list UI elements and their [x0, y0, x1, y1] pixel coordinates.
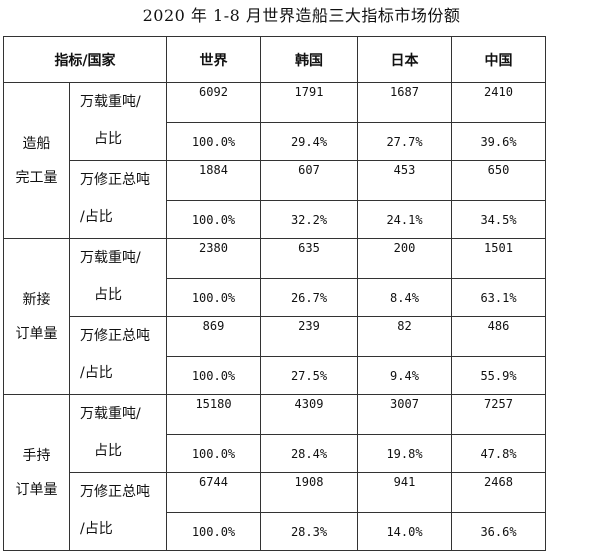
- share-cell: 39.6%: [451, 122, 546, 161]
- metric-label-line: 万载重吨/: [80, 406, 141, 422]
- share-cell: 100.0%: [166, 512, 261, 551]
- table-row: 万修正总吨/占比 1884 607 453 650: [4, 160, 546, 239]
- metric-label-line: 占比: [94, 131, 122, 147]
- group-label: 造船 完工量: [3, 82, 70, 239]
- share-cell: 47.8%: [451, 434, 546, 473]
- share-cell: 8.4%: [357, 278, 452, 317]
- value-cell: 7257: [451, 394, 546, 435]
- share-cell: 9.4%: [357, 356, 452, 395]
- metric-label: 万载重吨/占比: [69, 394, 167, 473]
- group-label-line: 手持: [22, 447, 51, 464]
- value-cell: 635: [260, 238, 358, 279]
- share-cell: 100.0%: [166, 278, 261, 317]
- share-cell: 55.9%: [451, 356, 546, 395]
- metric-label: 万载重吨/占比: [69, 238, 167, 317]
- table-row: 100.0% 28.4% 19.8% 47.8%: [4, 434, 546, 473]
- col-header-world: 世界: [166, 36, 261, 83]
- share-cell: 100.0%: [166, 356, 261, 395]
- metric-label: 万修正总吨/占比: [69, 472, 167, 551]
- value-cell: 6092: [166, 82, 261, 123]
- metric-label-line: 万修正总吨: [80, 172, 150, 188]
- metric-label-line: /占比: [80, 365, 113, 381]
- group-label-line: 订单量: [15, 481, 58, 498]
- col-header-japan: 日本: [357, 36, 452, 83]
- share-cell: 34.5%: [451, 200, 546, 239]
- metric-label: 万修正总吨/占比: [69, 160, 167, 239]
- metric-label-line: /占比: [80, 521, 113, 537]
- value-cell: 453: [357, 160, 452, 201]
- share-cell: 29.4%: [260, 122, 358, 161]
- table-row: 100.0% 27.5% 9.4% 55.9%: [4, 356, 546, 395]
- table-row: 100.0% 28.3% 14.0% 36.6%: [4, 512, 546, 551]
- value-cell: 1884: [166, 160, 261, 201]
- metric-label-line: 万载重吨/: [80, 250, 141, 266]
- value-cell: 1501: [451, 238, 546, 279]
- group-label: 新接 订单量: [3, 238, 70, 395]
- table-row: 100.0% 32.2% 24.1% 34.5%: [4, 200, 546, 239]
- share-cell: 19.8%: [357, 434, 452, 473]
- table-body: 造船 完工量 万载重吨/占比 6092 1791 1687 2410 100.0% 29.4% 2…: [3, 82, 546, 551]
- metric-label-line: 占比: [94, 287, 122, 303]
- value-cell: 650: [451, 160, 546, 201]
- group-label-line: 造船: [22, 135, 51, 152]
- share-cell: 27.5%: [260, 356, 358, 395]
- metric-label-line: 万修正总吨: [80, 328, 150, 344]
- group-label: 手持 订单量: [3, 394, 70, 551]
- table-row: 100.0% 26.7% 8.4% 63.1%: [4, 278, 546, 317]
- metric-label-line: 占比: [94, 443, 122, 459]
- value-cell: 941: [357, 472, 452, 513]
- value-cell: 15180: [166, 394, 261, 435]
- share-cell: 24.1%: [357, 200, 452, 239]
- watermark-fragment: [446, 544, 516, 552]
- metric-label-line: /占比: [80, 209, 113, 225]
- value-cell: 2468: [451, 472, 546, 513]
- share-cell: 100.0%: [166, 434, 261, 473]
- value-cell: 3007: [357, 394, 452, 435]
- share-cell: 100.0%: [166, 200, 261, 239]
- share-cell: 27.7%: [357, 122, 452, 161]
- value-cell: 1908: [260, 472, 358, 513]
- group-label-line: 完工量: [15, 169, 58, 186]
- metric-label: 万载重吨/占比: [69, 82, 167, 161]
- table-row: 造船 完工量 万载重吨/占比 6092 1791 1687 2410: [3, 82, 546, 239]
- share-cell: 14.0%: [357, 512, 452, 551]
- col-header-korea: 韩国: [260, 36, 358, 83]
- value-cell: 200: [357, 238, 452, 279]
- market-share-table: 指标/国家 世界 韩国 日本 中国 造船 完工量 万载重吨/占比 6092 1791 16…: [3, 36, 546, 551]
- share-cell: 36.6%: [451, 512, 546, 551]
- header-row: 指标/国家 世界 韩国 日本 中国: [3, 36, 546, 83]
- value-cell: 1687: [357, 82, 452, 123]
- table-row: 新接 订单量 万载重吨/占比 2380 635 200 1501: [3, 238, 546, 395]
- value-cell: 607: [260, 160, 358, 201]
- table-row: 万修正总吨/占比 869 239 82 486: [4, 316, 546, 395]
- table-row: 手持 订单量 万载重吨/占比 15180 4309 3007 7257: [3, 394, 546, 551]
- metric-label-line: 万修正总吨: [80, 484, 150, 500]
- share-cell: 32.2%: [260, 200, 358, 239]
- value-cell: 869: [166, 316, 261, 357]
- value-cell: 1791: [260, 82, 358, 123]
- share-cell: 63.1%: [451, 278, 546, 317]
- value-cell: 6744: [166, 472, 261, 513]
- group-label-line: 新接: [22, 291, 51, 308]
- table-title: 2020 年 1-8 月世界造船三大指标市场份额: [142, 6, 461, 25]
- group-label-line: 订单量: [15, 325, 58, 342]
- table-row: 100.0% 29.4% 27.7% 39.6%: [4, 122, 546, 161]
- value-cell: 239: [260, 316, 358, 357]
- share-cell: 26.7%: [260, 278, 358, 317]
- value-cell: 486: [451, 316, 546, 357]
- col-header-china: 中国: [451, 36, 546, 83]
- share-cell: 28.3%: [260, 512, 358, 551]
- share-cell: 28.4%: [260, 434, 358, 473]
- metric-label-line: 万载重吨/: [80, 94, 141, 110]
- value-cell: 2380: [166, 238, 261, 279]
- metric-label: 万修正总吨/占比: [69, 316, 167, 395]
- value-cell: 2410: [451, 82, 546, 123]
- share-cell: 100.0%: [166, 122, 261, 161]
- corner-header: 指标/国家: [3, 36, 167, 83]
- value-cell: 82: [357, 316, 452, 357]
- value-cell: 4309: [260, 394, 358, 435]
- table-row: 万修正总吨/占比 6744 1908 941 2468: [4, 472, 546, 551]
